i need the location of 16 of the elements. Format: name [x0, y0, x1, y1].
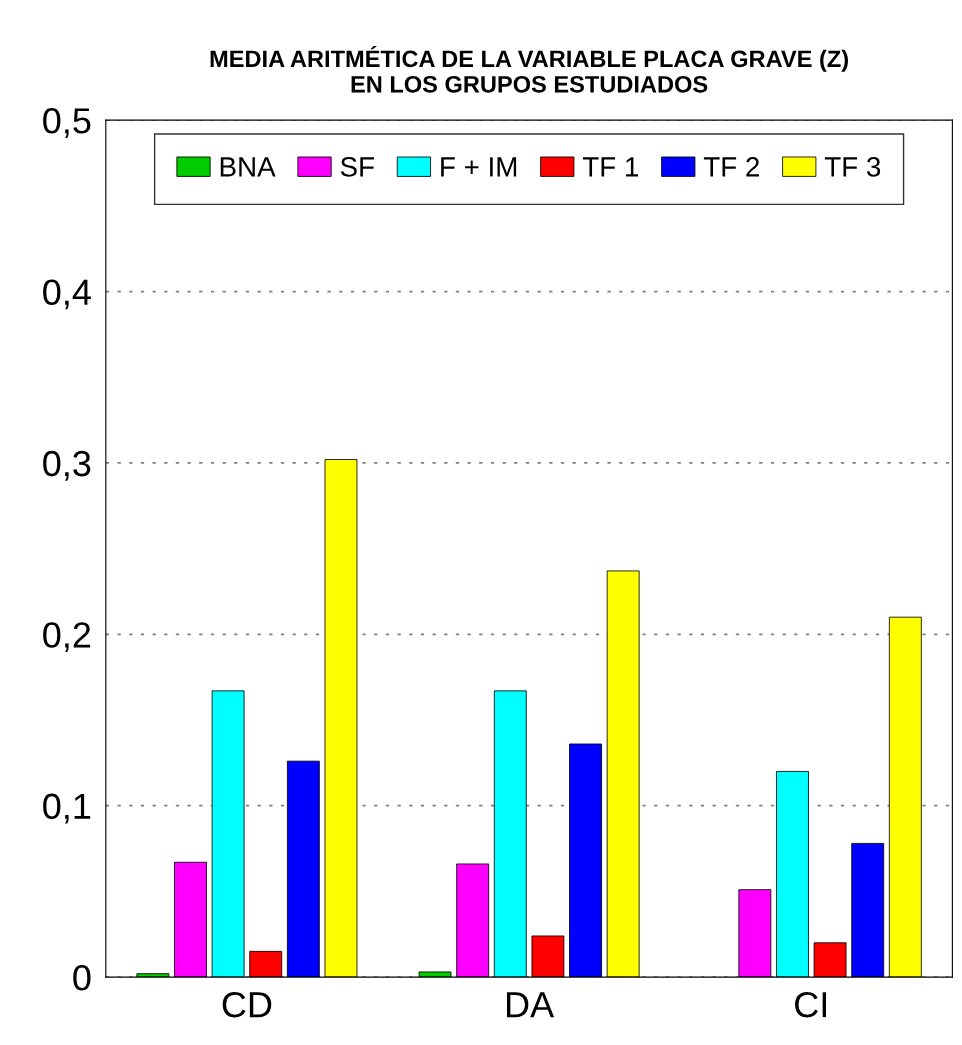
legend-label: TF 1 — [582, 157, 639, 177]
legend-label: BNA — [220, 157, 276, 177]
legend-label: TF 3 — [824, 157, 881, 177]
y-tick-label: 0,4 — [43, 279, 91, 310]
x-tick-label: CI — [795, 991, 827, 1018]
y-tick-label: 0,3 — [43, 450, 91, 481]
x-tick-label: DA — [506, 992, 555, 1018]
chart-title: MEDIA ARITMÉTICA DE LA VARIABLE PLACA GRAVE (Z) EN LOS GRUPOS ESTUDIADOS — [210, 46, 848, 93]
y-tick-label: 0 — [73, 964, 91, 991]
legend-label: F + IM — [441, 157, 517, 177]
y-tick-label: 0,5 — [43, 108, 91, 138]
y-tick-label: 0,2 — [43, 622, 91, 653]
x-tick-label: CD — [222, 991, 272, 1018]
y-tick-label: 0,1 — [43, 793, 91, 824]
legend-label: TF 2 — [703, 157, 759, 177]
legend-label: SF — [340, 157, 374, 177]
